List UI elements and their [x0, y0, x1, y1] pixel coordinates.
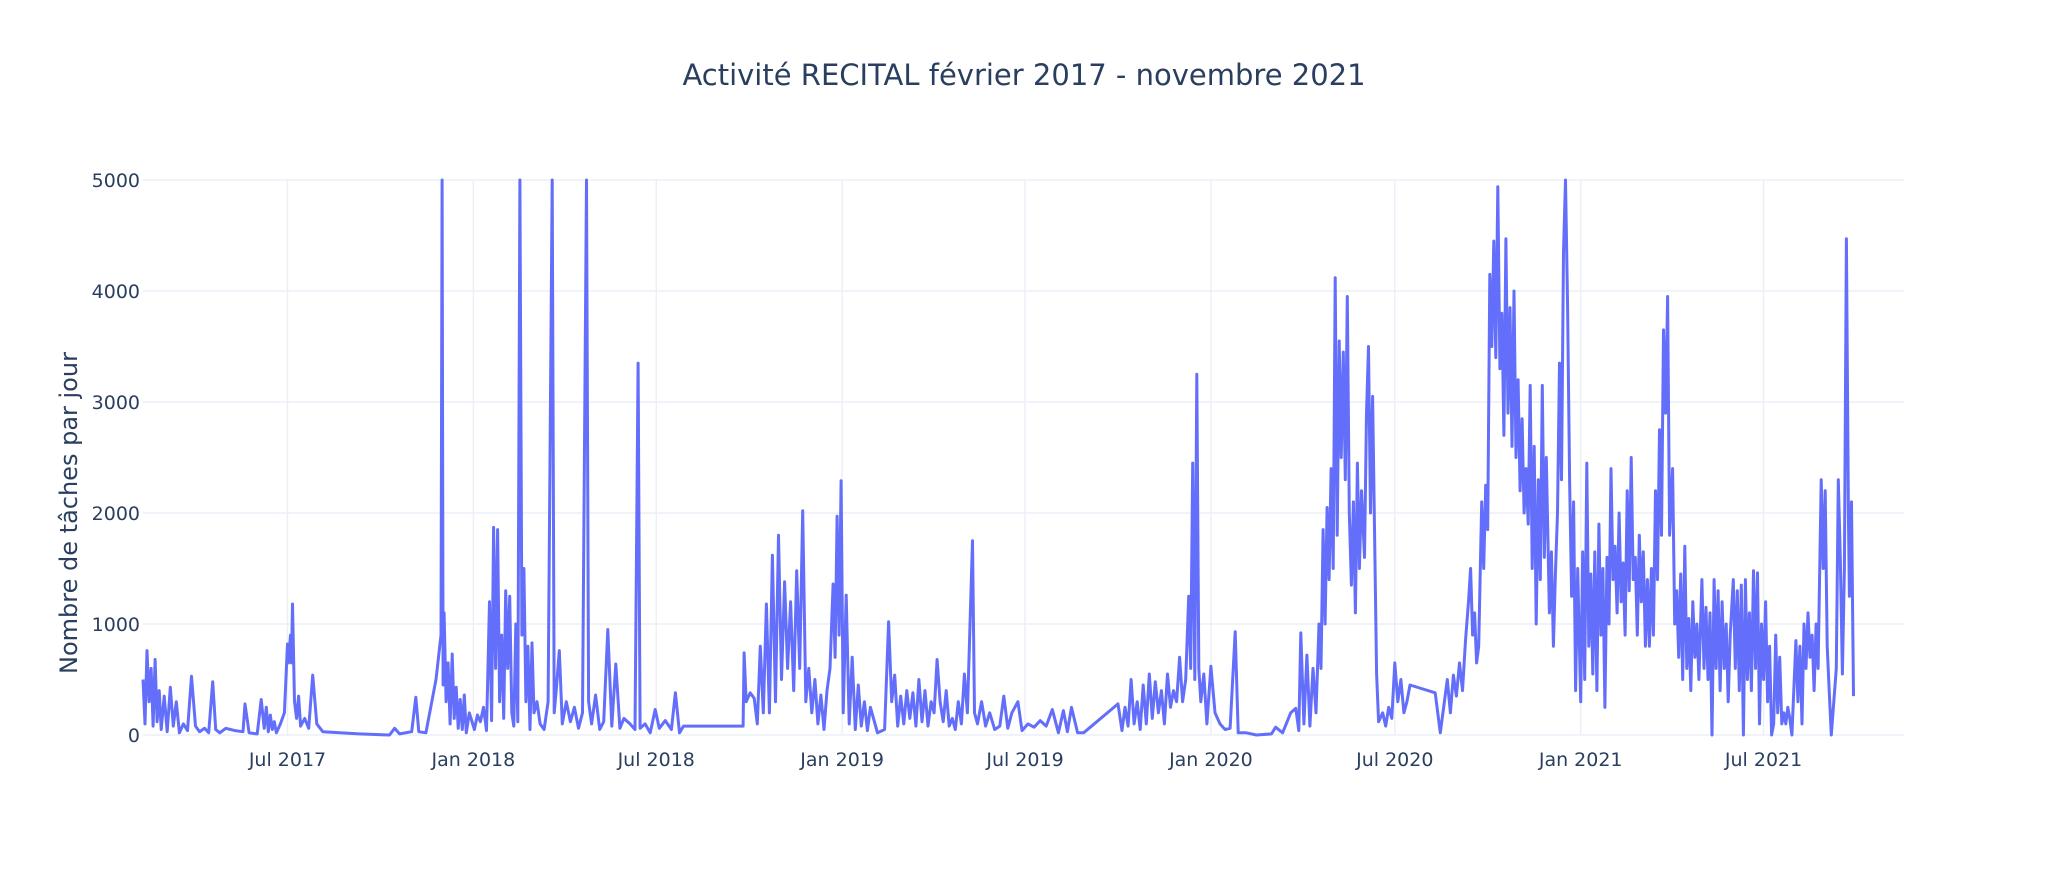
y-tick-labels: 0 1000 2000 3000 4000 5000 [92, 170, 140, 747]
x-tick-label: Jul 2017 [248, 749, 326, 771]
x-tick-label: Jul 2020 [1355, 749, 1433, 771]
y-tick-label: 5000 [92, 170, 140, 192]
y-tick-label: 2000 [92, 503, 140, 525]
x-tick-label: Jul 2019 [985, 749, 1063, 771]
y-tick-label: 3000 [92, 392, 140, 414]
series-group [141, 178, 1855, 737]
x-tick-label: Jan 2021 [1538, 749, 1623, 771]
y-tick-label: 0 [128, 725, 140, 747]
x-tick-label: Jan 2019 [799, 749, 884, 771]
x-tick-label: Jan 2018 [431, 749, 516, 771]
x-tick-label: Jul 2018 [617, 749, 695, 771]
x-tick-labels: Jul 2017 Jan 2018 Jul 2018 Jan 2019 Jul 2019… [248, 749, 1802, 771]
x-tick-label: Jul 2021 [1724, 749, 1802, 771]
chart-title: Activité RECITAL février 2017 - novembre… [682, 58, 1366, 92]
y-tick-label: 1000 [92, 614, 140, 636]
y-gridlines [143, 179, 1904, 736]
x-tick-label: Jan 2020 [1168, 749, 1253, 771]
x-gridlines [286, 180, 1765, 735]
y-tick-label: 4000 [92, 281, 140, 303]
series-line-0 [141, 178, 1855, 737]
